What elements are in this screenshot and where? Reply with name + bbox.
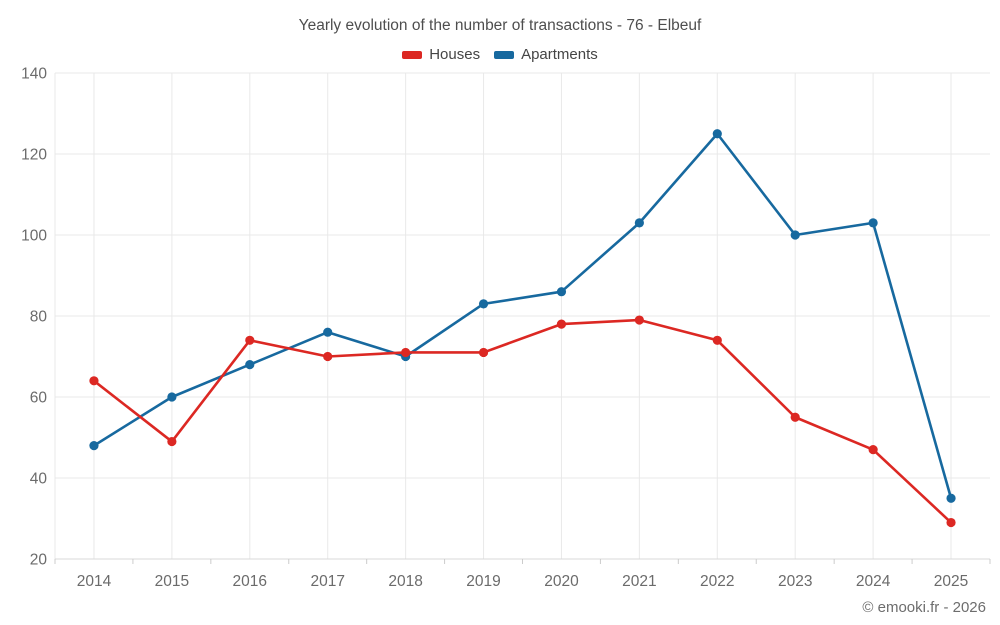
- svg-text:2022: 2022: [700, 573, 734, 590]
- svg-text:60: 60: [30, 390, 48, 407]
- y-axis-labels: 20 40 60 80 100 120 140: [21, 66, 47, 569]
- data-point: [946, 493, 956, 503]
- data-point: [946, 517, 956, 528]
- data-point: [478, 347, 489, 358]
- data-point: [401, 347, 411, 358]
- svg-text:2014: 2014: [77, 573, 112, 590]
- legend-item-apartments: Apartments: [494, 46, 598, 63]
- data-point: [868, 445, 878, 455]
- legend-label-apartments: Apartments: [521, 46, 598, 63]
- data-point: [167, 392, 177, 402]
- copyright-text: © emooki.fr - 2026: [862, 599, 986, 616]
- svg-text:2024: 2024: [856, 573, 891, 590]
- series-houses: [89, 315, 956, 528]
- svg-text:2020: 2020: [544, 573, 579, 590]
- chart-legend: Houses Apartments: [0, 46, 1000, 63]
- data-point: [323, 327, 333, 337]
- data-point: [556, 287, 567, 297]
- data-point: [790, 412, 800, 422]
- data-point: [89, 441, 99, 451]
- svg-text:2016: 2016: [233, 573, 267, 590]
- series-apartments: [89, 129, 956, 503]
- svg-text:100: 100: [21, 228, 47, 245]
- gridlines: [54, 72, 990, 560]
- data-point: [634, 315, 644, 325]
- svg-text:80: 80: [30, 309, 48, 326]
- data-point: [712, 335, 722, 345]
- data-point: [478, 299, 489, 309]
- svg-text:2017: 2017: [310, 573, 344, 590]
- series-line: [92, 318, 953, 524]
- legend-swatch-apartments-icon: [494, 50, 515, 59]
- data-point: [245, 360, 255, 370]
- data-point: [556, 319, 567, 329]
- data-point: [323, 351, 333, 362]
- svg-text:2023: 2023: [778, 573, 812, 590]
- data-point: [89, 376, 99, 386]
- svg-text:40: 40: [30, 471, 48, 488]
- chart-title: Yearly evolution of the number of transa…: [298, 17, 702, 34]
- x-axis-ticks: [54, 559, 991, 564]
- data-point: [790, 230, 800, 240]
- data-point: [634, 218, 644, 228]
- data-point: [712, 129, 722, 139]
- series-line: [92, 132, 953, 500]
- legend-item-houses: Houses: [402, 46, 480, 63]
- legend-label-houses: Houses: [429, 46, 481, 63]
- data-point: [245, 335, 255, 345]
- data-point: [167, 436, 177, 447]
- x-axis-labels: 2014 2015 2016 2017 2018 2019 2020 2021 2022 2023…: [77, 573, 969, 590]
- svg-text:2018: 2018: [388, 573, 422, 590]
- svg-text:2019: 2019: [466, 573, 500, 590]
- svg-text:2021: 2021: [622, 573, 656, 590]
- svg-text:120: 120: [21, 147, 47, 164]
- svg-text:20: 20: [30, 552, 48, 569]
- data-point: [868, 218, 878, 228]
- legend-swatch-houses-icon: [402, 50, 423, 59]
- svg-text:2025: 2025: [934, 573, 968, 590]
- svg-text:2015: 2015: [155, 573, 189, 590]
- svg-text:140: 140: [21, 66, 47, 83]
